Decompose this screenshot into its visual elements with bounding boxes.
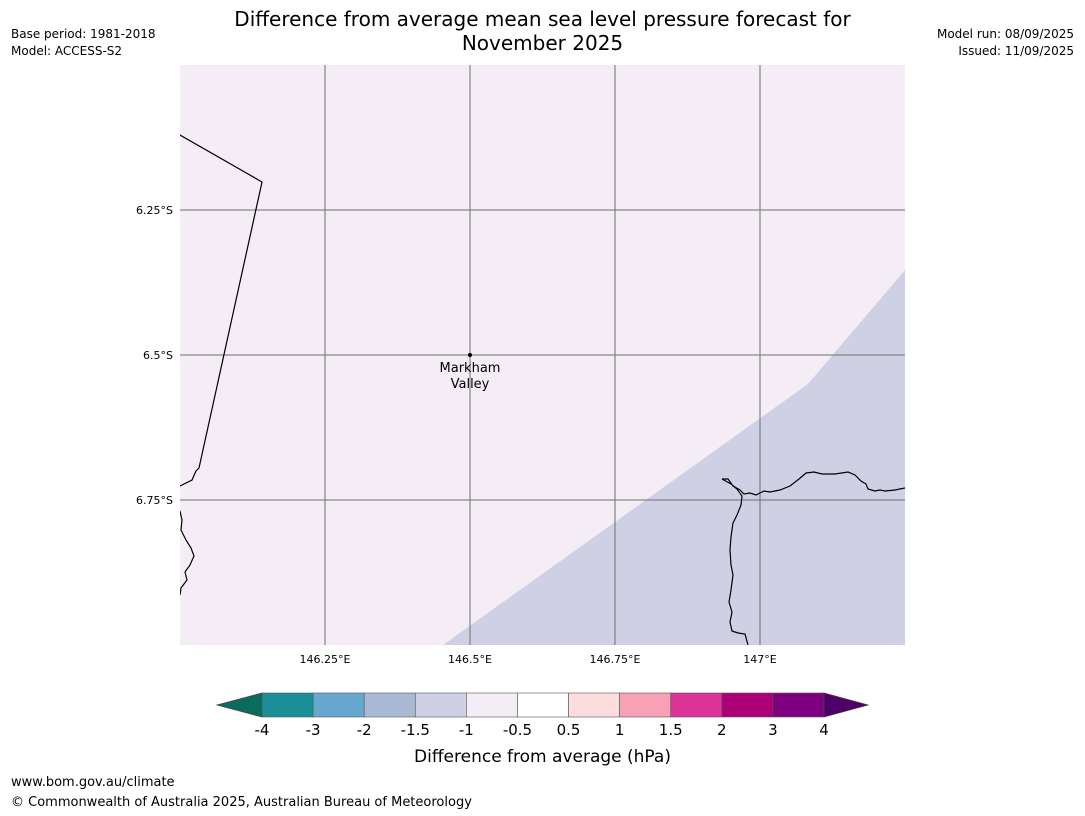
lon-tick-label: 146.75°E (590, 653, 641, 666)
colorbar-swatch (414, 692, 467, 718)
base-period-text: Base period: 1981-2018 (11, 27, 156, 41)
coastline-east (722, 471, 905, 496)
lat-tick-label: 6.75°S (136, 494, 173, 507)
colorbar-swatch (517, 692, 569, 718)
colorbar-tick: -4 (255, 721, 270, 739)
map: 6.25°S 6.5°S 6.75°S 146.25°E 146.5°E 146.75°… (136, 65, 905, 666)
colorbar-tick: -1 (459, 721, 474, 739)
colorbar-swatch (312, 692, 365, 718)
colorbar-tick: -3 (306, 721, 321, 739)
lon-labels: 146.25°E 146.5°E 146.75°E 147°E (300, 653, 777, 666)
colorbar-tick: -0.5 (503, 721, 532, 739)
coastline-west-lower (180, 510, 195, 596)
colorbar-swatch (772, 692, 825, 718)
lat-tick-label: 6.25°S (136, 204, 173, 217)
colorbar-tick-labels: -4 -3 -2 -1.5 -1 -0.5 0.5 1 1.5 2 3 4 (255, 721, 829, 739)
location-marker (468, 353, 472, 357)
issued-text: Issued: 11/09/2025 (958, 44, 1074, 58)
colorbar-swatch (261, 692, 314, 718)
title-line-1: Difference from average mean sea level p… (234, 7, 851, 31)
colorbar-tick: 1 (615, 721, 625, 739)
map-title: Difference from average mean sea level p… (200, 7, 885, 55)
title-line-2: November 2025 (461, 31, 624, 55)
pressure-anomaly-region (443, 270, 905, 645)
colorbar-extend-low (215, 692, 263, 718)
location-label-line-2: Valley (451, 377, 490, 392)
colorbar-swatch (363, 692, 416, 718)
colorbar-extend-high (823, 692, 870, 718)
colorbar-tick: -2 (357, 721, 372, 739)
colorbar-swatches (215, 692, 870, 718)
colorbar-tick: 3 (768, 721, 778, 739)
meta-right: Model run: 08/09/2025 Issued: 11/09/2025 (937, 26, 1074, 60)
colorbar-swatch (466, 692, 518, 718)
colorbar-tick: -1.5 (401, 721, 430, 739)
colorbar-swatch (568, 692, 620, 718)
lon-tick-label: 146.25°E (300, 653, 351, 666)
colorbar-tick: 4 (819, 721, 829, 739)
colorbar-tick: 1.5 (659, 721, 683, 739)
location-label-line-1: Markham (440, 361, 501, 376)
colorbar-tick: 0.5 (557, 721, 581, 739)
footer-url[interactable]: www.bom.gov.au/climate (11, 775, 175, 790)
colorbar-swatch (721, 692, 774, 718)
colorbar-tick: 2 (717, 721, 727, 739)
footer-copyright: © Commonwealth of Australia 2025, Austra… (11, 795, 472, 810)
model-text: Model: ACCESS-S2 (11, 44, 123, 58)
lat-labels: 6.25°S 6.5°S 6.75°S (136, 204, 173, 507)
colorbar-swatch (670, 692, 723, 718)
lat-tick-label: 6.5°S (143, 349, 173, 362)
colorbar-label: Difference from average (hPa) (414, 747, 671, 767)
lon-tick-label: 147°E (743, 653, 776, 666)
meta-left: Base period: 1981-2018 Model: ACCESS-S2 (11, 26, 156, 60)
river-east (721, 478, 749, 645)
coastline-west-border (180, 134, 263, 487)
colorbar-swatch (619, 692, 672, 718)
lon-tick-label: 146.5°E (448, 653, 492, 666)
model-run-text: Model run: 08/09/2025 (936, 27, 1074, 41)
